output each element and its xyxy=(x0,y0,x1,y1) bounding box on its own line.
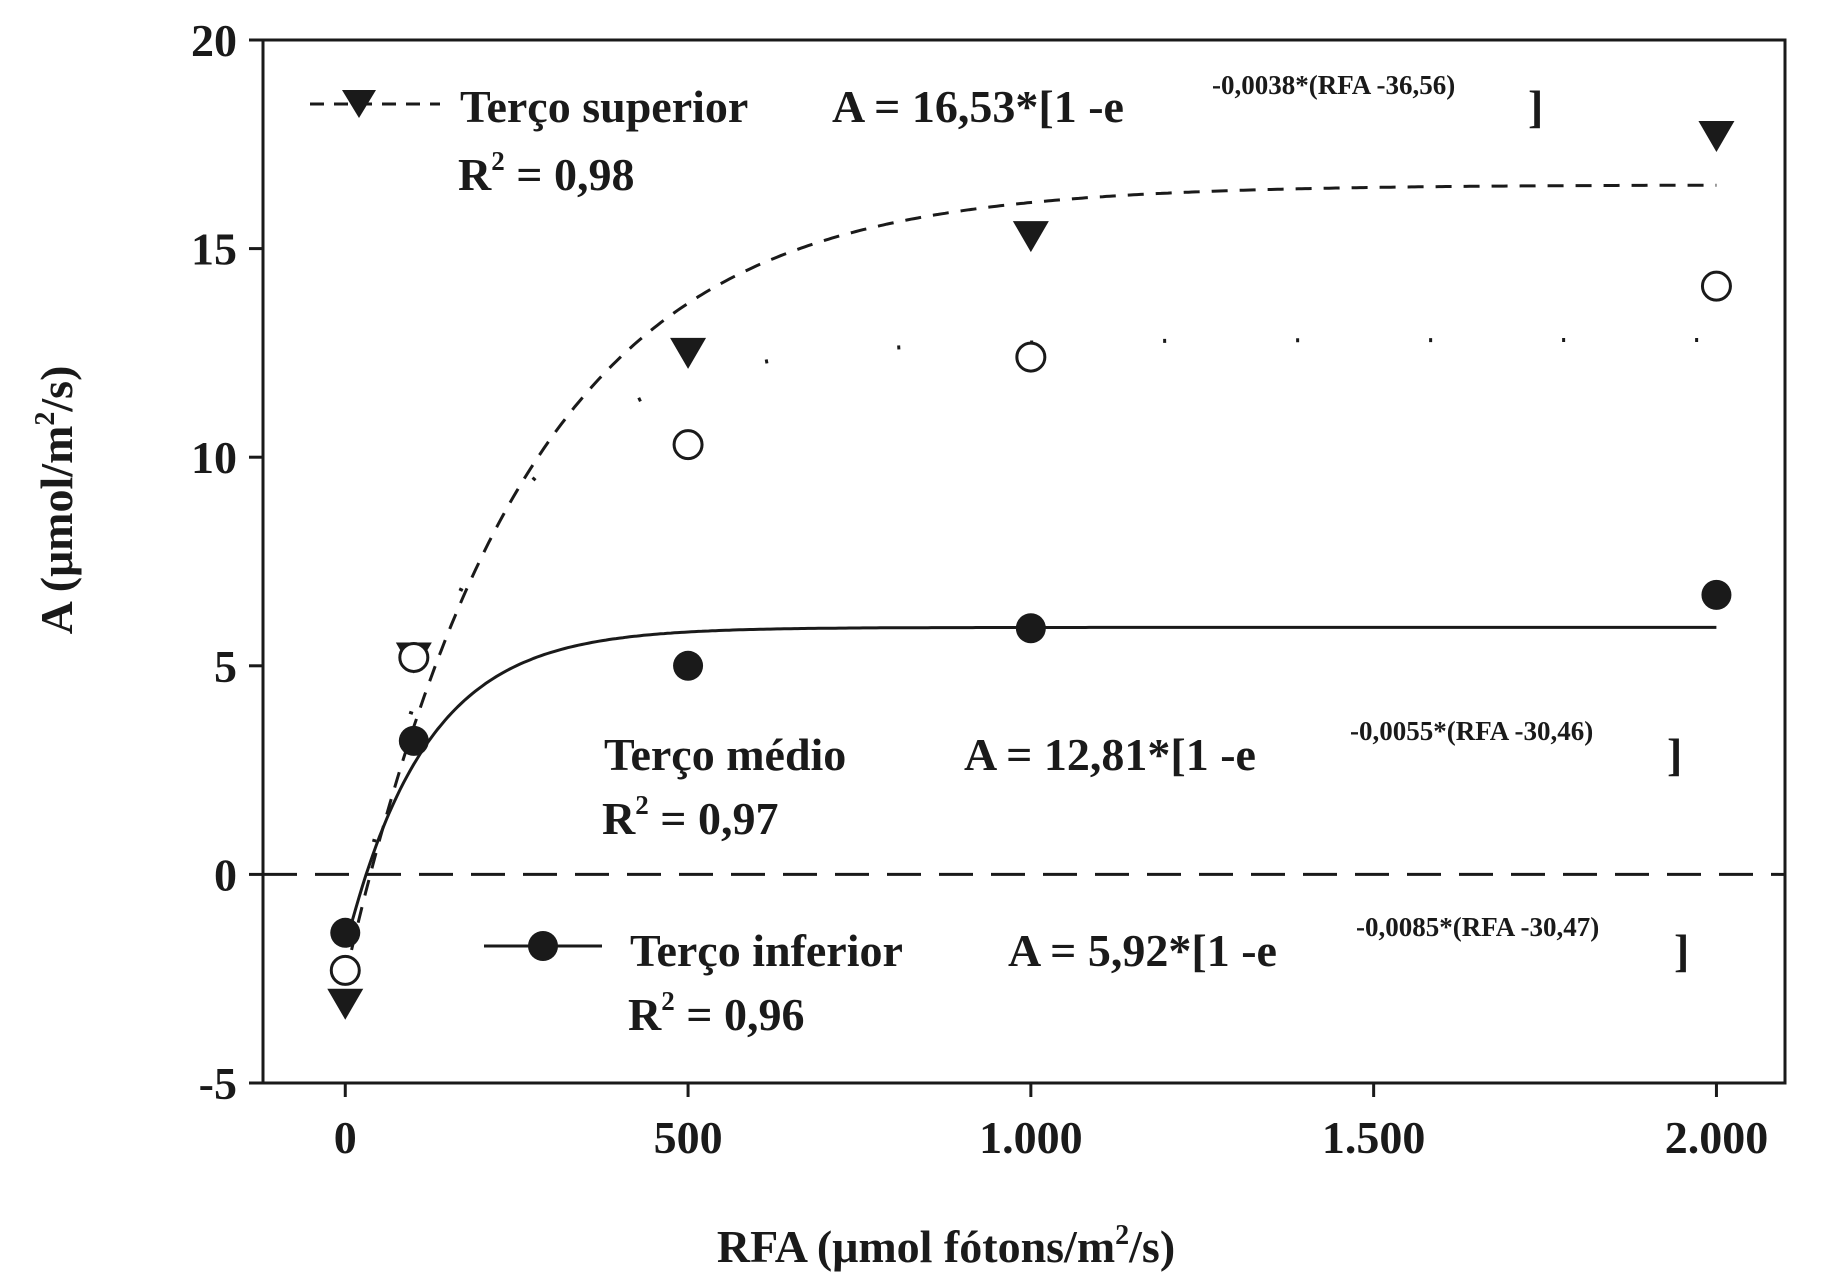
x-tick-label: 1.500 xyxy=(1322,1112,1426,1163)
x-tick-label: 0 xyxy=(334,1112,357,1163)
legend-superior-name: Terço superior xyxy=(460,81,748,132)
legend-inferior-r2: R2 = 0,96 xyxy=(628,986,804,1040)
legend-medio: Terço médio A = 12,81*[1 -e -0,0055*(RFA… xyxy=(602,716,1682,844)
y-tick-label: 5 xyxy=(214,641,237,692)
legend-medio-r2: R2 = 0,97 xyxy=(602,790,778,844)
legend-superior-equation: A = 16,53*[1 -e xyxy=(832,81,1124,132)
legend-superior-bracket: ] xyxy=(1528,81,1543,132)
y-tick-label: 15 xyxy=(191,224,237,275)
x-tick-label: 1.000 xyxy=(979,1112,1083,1163)
legend-superior-r2: R2 = 0,98 xyxy=(458,146,634,200)
point-medio xyxy=(398,641,430,673)
point-superior xyxy=(1012,221,1049,253)
legend-superior: Terço superior A = 16,53*[1 -e -0,0038*(… xyxy=(310,70,1543,200)
point-medio xyxy=(1700,270,1732,302)
x-tick-label: 500 xyxy=(654,1112,723,1163)
point-superior xyxy=(1698,120,1735,152)
x-axis-label: RFA (μmol fótons/m2/s) xyxy=(717,1220,1175,1272)
data-points xyxy=(327,120,1735,1020)
legend-inferior-exponent: -0,0085*(RFA -30,47) xyxy=(1356,912,1599,942)
y-tick-label: 20 xyxy=(191,15,237,66)
y-axis-label: A (μmol/m2/s) xyxy=(30,366,82,635)
point-inferior xyxy=(330,917,361,948)
fit-curve-medio xyxy=(343,338,1717,973)
legend-inferior: Terço inferior A = 5,92*[1 -e -0,0085*(R… xyxy=(484,912,1689,1040)
point-medio xyxy=(672,429,704,461)
point-superior xyxy=(670,337,707,369)
point-inferior xyxy=(1701,579,1732,610)
legend-inferior-bracket: ] xyxy=(1674,925,1689,976)
fit-curves xyxy=(263,183,1785,978)
point-medio xyxy=(329,954,361,986)
point-superior xyxy=(327,988,364,1020)
point-medio xyxy=(1015,341,1047,373)
axis-ticks xyxy=(249,38,1718,1097)
point-inferior xyxy=(673,650,704,681)
legend-medio-equation: A = 12,81*[1 -e xyxy=(964,729,1256,780)
legend-medio-bracket: ] xyxy=(1667,729,1682,780)
point-inferior xyxy=(1015,613,1046,644)
y-tick-label: 0 xyxy=(214,849,237,900)
legend-inferior-name: Terço inferior xyxy=(630,925,903,976)
tick-labels: -5 0 5 10 15 20 0 500 1.000 1.500 2.000 xyxy=(191,15,1768,1163)
legend-medio-name: Terço médio xyxy=(604,729,846,780)
y-tick-label: -5 xyxy=(199,1058,237,1109)
legend-inferior-marker xyxy=(528,931,558,961)
fit-curve-superior xyxy=(343,183,1717,978)
fit-curve-inferior xyxy=(343,625,1717,948)
y-tick-label: 10 xyxy=(191,432,237,483)
plot-frame xyxy=(261,38,1787,1085)
point-inferior xyxy=(398,725,429,756)
legend-medio-exponent: -0,0055*(RFA -30,46) xyxy=(1350,716,1593,746)
legend-inferior-equation: A = 5,92*[1 -e xyxy=(1008,925,1277,976)
x-tick-label: 2.000 xyxy=(1665,1112,1769,1163)
legend-superior-exponent: -0,0038*(RFA -36,56) xyxy=(1212,70,1455,100)
legend-superior-marker xyxy=(342,90,376,118)
